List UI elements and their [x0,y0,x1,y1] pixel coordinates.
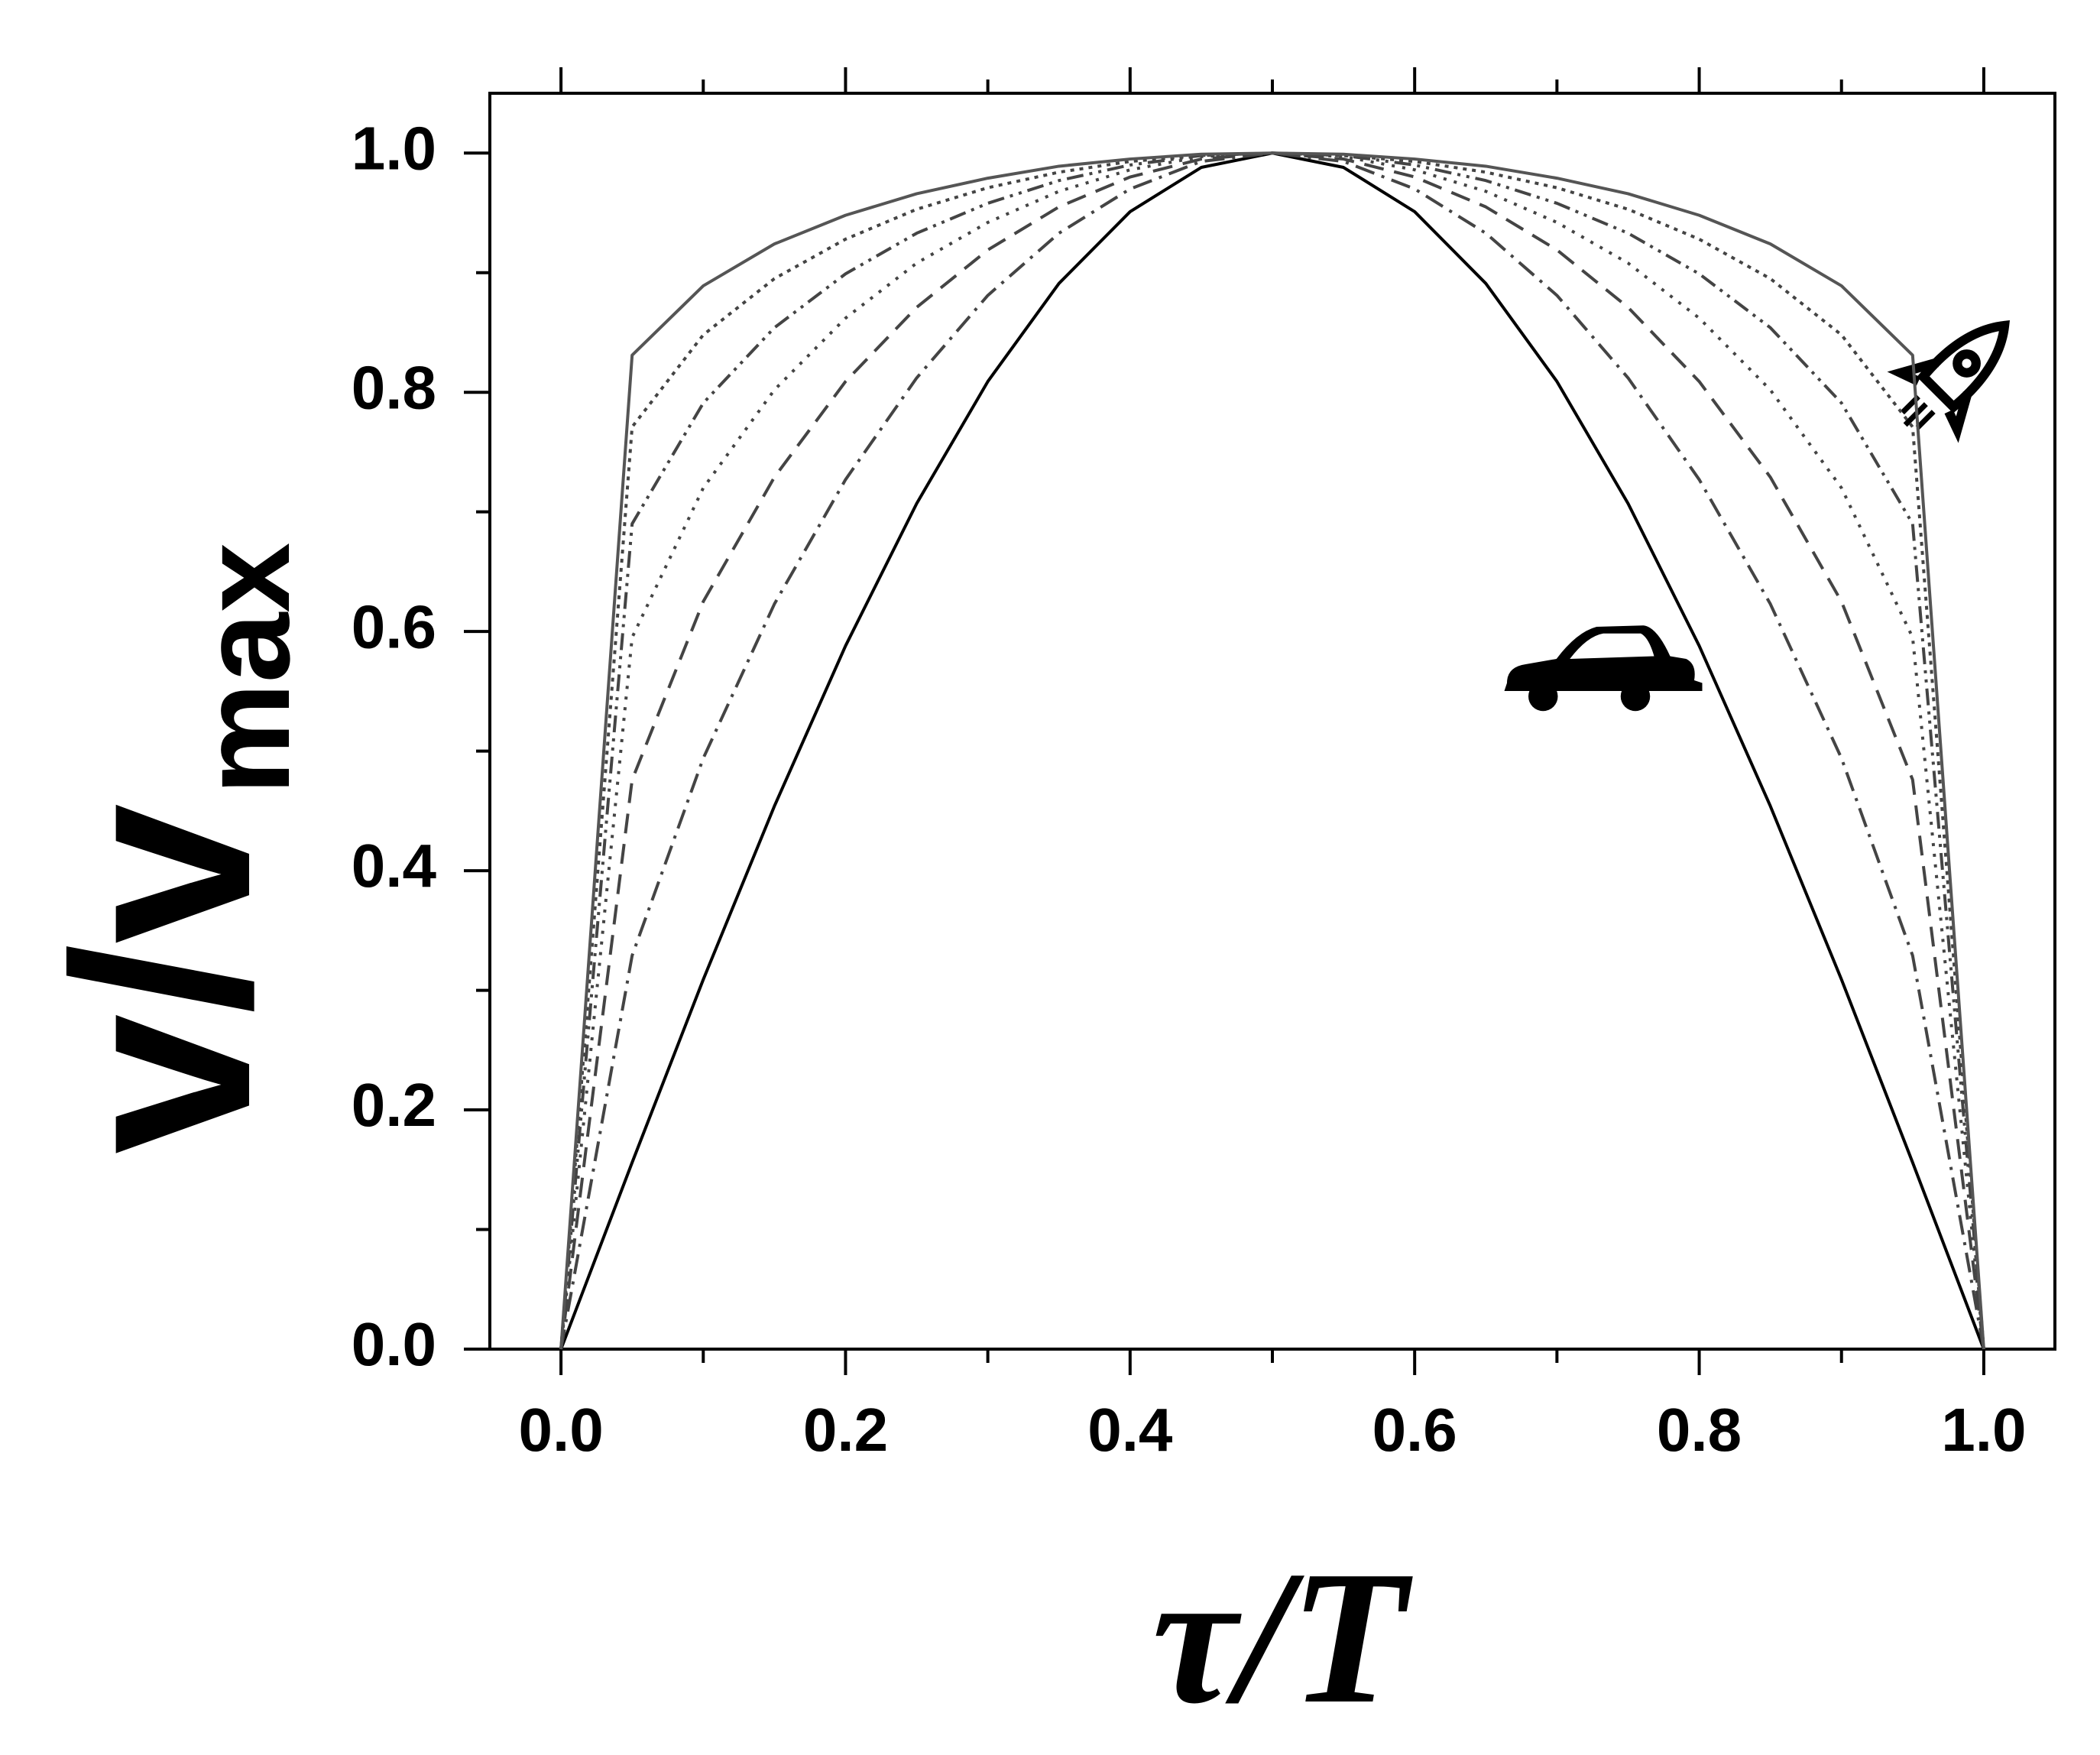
x-tick-label: 1.0 [1941,1396,2026,1464]
x-tick-label: 0.6 [1372,1396,1457,1464]
x-tick-label: 0.8 [1657,1396,1742,1464]
rocket-icon [1887,320,2010,443]
y-tick-label: 1.0 [352,114,436,182]
y-axis-label: v/v [21,802,303,1154]
series-line [559,151,1985,1350]
y-tick-label: 0.4 [352,832,437,900]
series-line [559,151,1985,1350]
x-tick-label: 0.4 [1087,1396,1173,1464]
series-line [559,151,1985,1350]
x-axis-label: τ/T [1152,1532,1412,1744]
y-tick-label: 0.8 [352,353,436,421]
series-line [559,151,1985,1350]
plot-frame [488,92,2056,1351]
y-tick-label: 0.2 [352,1071,436,1139]
y-axis-label-sub: max [175,543,316,795]
series-line [559,151,1985,1350]
series-line [559,151,1985,1350]
y-tick-label: 0.6 [352,592,436,660]
y-tick-label: 0.0 [352,1310,436,1378]
car-icon [1504,625,1703,712]
series-line [559,151,1985,1350]
x-tick-label: 0.0 [518,1396,603,1464]
x-tick-label: 0.2 [803,1396,888,1464]
